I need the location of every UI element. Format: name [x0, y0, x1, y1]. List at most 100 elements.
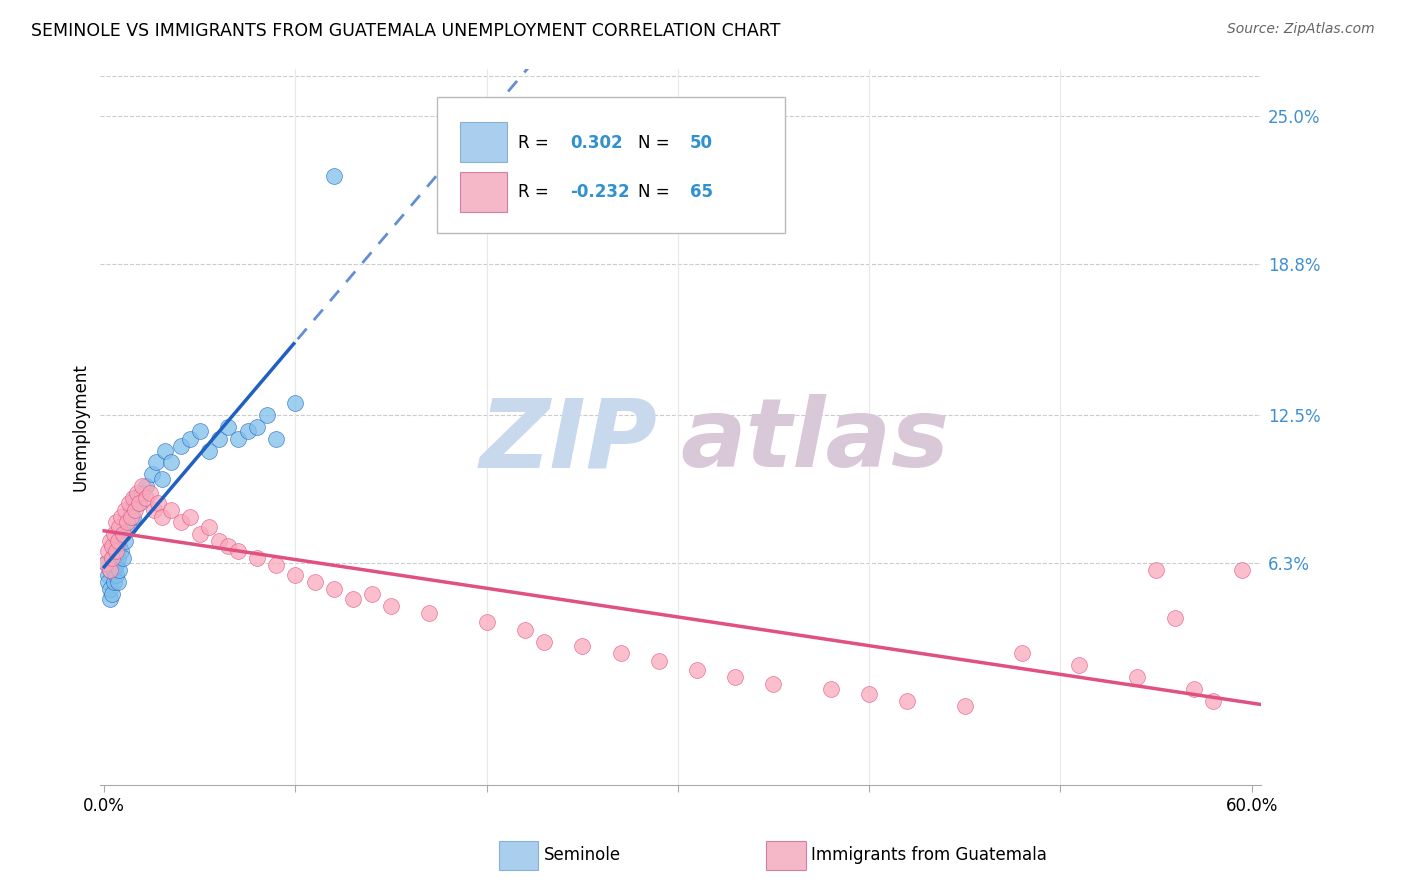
Point: [125, 486, 148, 500]
FancyBboxPatch shape: [460, 122, 506, 161]
Point: [131, 479, 153, 493]
Point: [104, 515, 127, 529]
Point: [98, 534, 121, 549]
Text: ZIP: ZIP: [479, 394, 658, 487]
Point: [103, 527, 125, 541]
Point: [208, 432, 231, 446]
Point: [110, 543, 132, 558]
Point: [107, 551, 129, 566]
Point: [475, 615, 498, 630]
Point: [1182, 682, 1205, 697]
Point: [160, 455, 183, 469]
Point: [236, 425, 259, 439]
Point: [142, 503, 165, 517]
Point: [226, 432, 249, 446]
Text: SEMINOLE VS IMMIGRANTS FROM GUATEMALA UNEMPLOYMENT CORRELATION CHART: SEMINOLE VS IMMIGRANTS FROM GUATEMALA UN…: [31, 22, 780, 40]
Point: [103, 574, 125, 589]
Point: [103, 539, 125, 553]
Point: [131, 486, 153, 500]
Point: [118, 520, 141, 534]
Point: [139, 486, 162, 500]
Point: [97, 574, 120, 589]
Point: [686, 663, 709, 677]
Text: N =: N =: [638, 183, 675, 201]
Point: [112, 527, 135, 541]
Point: [112, 551, 135, 566]
Point: [114, 534, 136, 549]
Point: [533, 634, 555, 648]
Point: [104, 543, 127, 558]
Point: [1144, 563, 1167, 577]
Point: [169, 439, 191, 453]
Point: [103, 563, 125, 577]
Point: [94, 556, 117, 570]
Point: [858, 687, 880, 701]
Point: [226, 543, 249, 558]
Point: [108, 563, 131, 577]
Point: [101, 539, 124, 553]
Point: [179, 432, 201, 446]
Point: [1069, 658, 1091, 673]
Point: [218, 539, 240, 553]
Point: [101, 551, 124, 566]
Point: [101, 551, 124, 566]
Point: [208, 534, 231, 549]
Point: [155, 443, 177, 458]
Point: [284, 396, 307, 410]
Point: [1202, 694, 1225, 708]
Point: [256, 408, 278, 422]
Point: [1011, 647, 1033, 661]
Point: [128, 496, 150, 510]
Point: [361, 587, 384, 601]
Point: [322, 582, 344, 596]
Point: [284, 567, 307, 582]
Point: [121, 510, 143, 524]
Point: [112, 527, 135, 541]
Point: [246, 419, 269, 434]
Point: [380, 599, 402, 613]
Point: [121, 491, 143, 506]
Point: [98, 563, 121, 577]
Point: [120, 503, 142, 517]
Text: 0.302: 0.302: [571, 134, 623, 152]
Point: [724, 670, 747, 684]
Point: [104, 543, 127, 558]
Text: Source: ZipAtlas.com: Source: ZipAtlas.com: [1227, 22, 1375, 37]
FancyBboxPatch shape: [437, 97, 785, 233]
Point: [115, 515, 138, 529]
Point: [198, 520, 221, 534]
Point: [762, 677, 785, 691]
Text: -0.232: -0.232: [571, 183, 630, 201]
Text: R =: R =: [519, 183, 554, 201]
Point: [115, 515, 138, 529]
Point: [103, 551, 125, 566]
Text: N =: N =: [638, 134, 675, 152]
Point: [98, 582, 121, 596]
Text: Immigrants from Guatemala: Immigrants from Guatemala: [811, 847, 1047, 864]
Point: [218, 419, 240, 434]
Point: [198, 443, 221, 458]
Point: [571, 640, 593, 654]
Point: [120, 510, 142, 524]
Point: [169, 515, 191, 529]
Point: [513, 623, 536, 637]
Point: [322, 169, 344, 183]
Text: R =: R =: [519, 134, 554, 152]
Point: [108, 539, 131, 553]
Point: [94, 556, 117, 570]
Point: [246, 551, 269, 566]
Point: [609, 647, 631, 661]
Point: [107, 534, 129, 549]
Point: [114, 503, 136, 517]
Point: [98, 563, 121, 577]
Point: [1230, 563, 1253, 577]
Point: [98, 591, 121, 606]
Point: [1126, 670, 1149, 684]
Point: [953, 698, 976, 713]
Point: [648, 654, 671, 668]
Point: [146, 496, 169, 510]
Point: [124, 491, 146, 506]
Point: [1164, 610, 1187, 624]
Point: [188, 527, 211, 541]
Point: [128, 496, 150, 510]
